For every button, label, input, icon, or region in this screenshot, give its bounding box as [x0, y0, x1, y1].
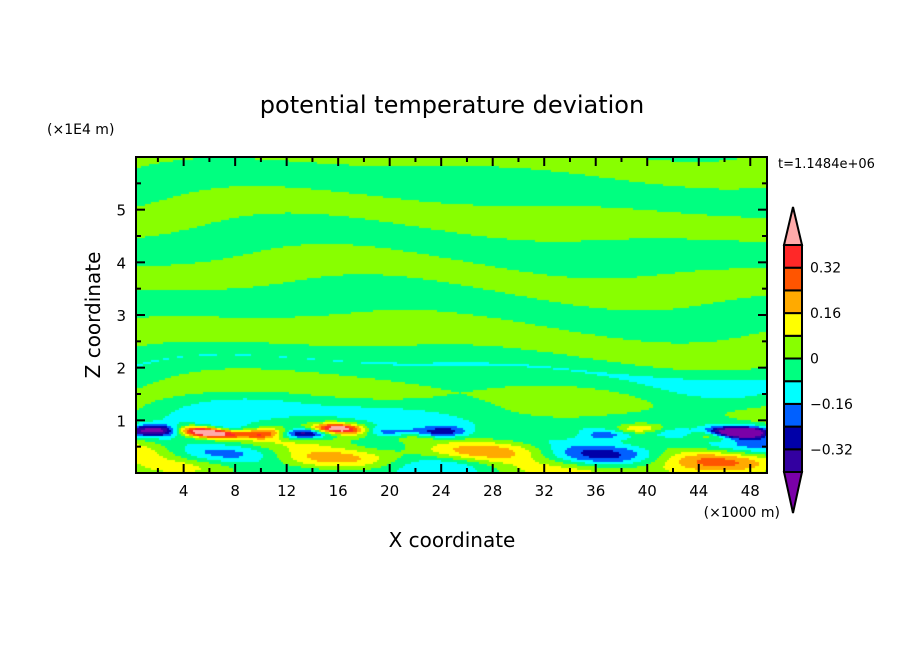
colorbar-label: 0.32 [810, 261, 841, 277]
colorbar-box [783, 380, 803, 405]
colorbar-label: 0.16 [810, 306, 841, 322]
colorbar-box [783, 357, 803, 383]
colorbar-label: 0 [810, 352, 819, 368]
contour-field [137, 158, 767, 473]
x-tick-label: 44 [689, 482, 708, 500]
colorbar: 0.32 0.16 0 −0.16 −0.32 [782, 206, 853, 514]
y-tick-label: 5 [116, 202, 126, 220]
x-tick-label: 4 [179, 482, 189, 500]
colorbar-max-triangle [782, 206, 804, 246]
y-tick-label: 1 [116, 412, 126, 430]
colorbar-label: −0.32 [810, 442, 853, 458]
colorbar-box [783, 244, 803, 269]
x-axis-label: X coordinate [389, 528, 516, 552]
colorbar-box [783, 289, 803, 315]
chart-title: potential temperature deviation [260, 91, 644, 119]
y-tick-label: 2 [116, 360, 126, 378]
colorbar-box [783, 448, 803, 473]
x-unit-label: (×1000 m) [704, 505, 780, 521]
colorbar-label: −0.16 [810, 397, 853, 413]
colorbar-box [783, 334, 803, 360]
y-unit-label: (×1E4 m) [47, 122, 114, 138]
colorbar-box [783, 312, 803, 337]
x-tick-label: 24 [432, 482, 451, 500]
x-tick-label: 8 [230, 482, 240, 500]
y-tick-label: 4 [116, 254, 126, 272]
x-tick-label: 16 [329, 482, 348, 500]
colorbar-min-triangle [782, 471, 804, 514]
x-tick-label: 32 [535, 482, 554, 500]
y-tick-label: 3 [116, 307, 126, 325]
colorbar-box [783, 266, 803, 292]
x-tick-label: 40 [638, 482, 657, 500]
time-label: t=1.1484e+06 [778, 157, 875, 172]
x-tick-label: 12 [277, 482, 296, 500]
x-tick-label: 28 [483, 482, 502, 500]
colorbar-box [783, 425, 803, 451]
colorbar-box [783, 402, 803, 428]
x-tick-label: 48 [741, 482, 760, 500]
x-tick-label: 36 [586, 482, 605, 500]
x-tick-label: 20 [380, 482, 399, 500]
plot-frame [135, 156, 768, 474]
y-axis-label: Z coordinate [81, 252, 105, 379]
